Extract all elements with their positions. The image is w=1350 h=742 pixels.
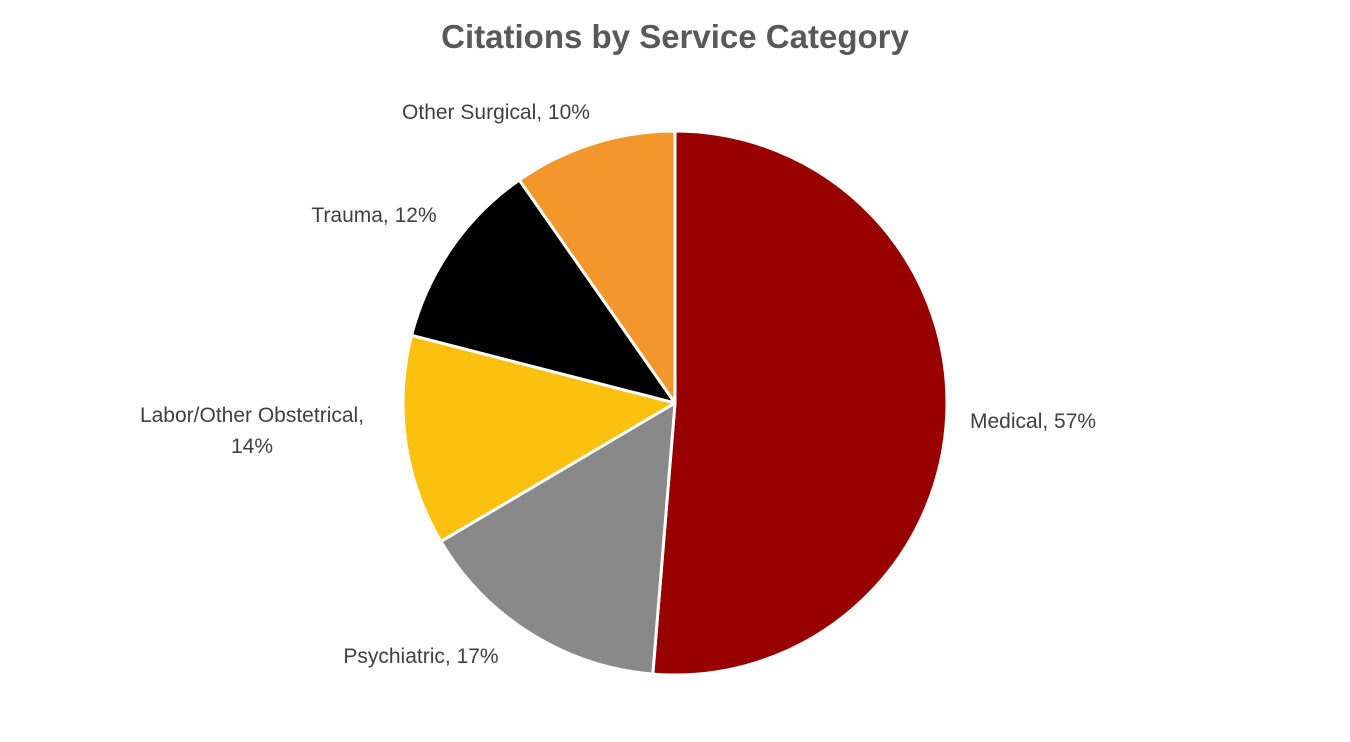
slice-label-trauma: Trauma, 12% [311, 204, 436, 227]
pie-slice-other-surgical [517, 129, 677, 405]
slice-label-medical: Medical, 57% [970, 410, 1096, 433]
chart-title: Citations by Service Category [441, 18, 909, 55]
slice-label-labor-other-obstetrical: Labor/Other Obstetrical, 14% [140, 404, 364, 458]
pie-labels: Medical, 57% Psychiatric, 17% Labor/Other … [140, 101, 1096, 668]
pie-slices [401, 129, 949, 677]
slice-label-psychiatric: Psychiatric, 17% [343, 645, 498, 668]
pie-slice-psychiatric [439, 401, 677, 676]
pie-slice-trauma [410, 178, 677, 405]
slice-label-other-surgical: Other Surgical, 10% [402, 101, 590, 124]
pie-slice-medical [651, 129, 949, 677]
